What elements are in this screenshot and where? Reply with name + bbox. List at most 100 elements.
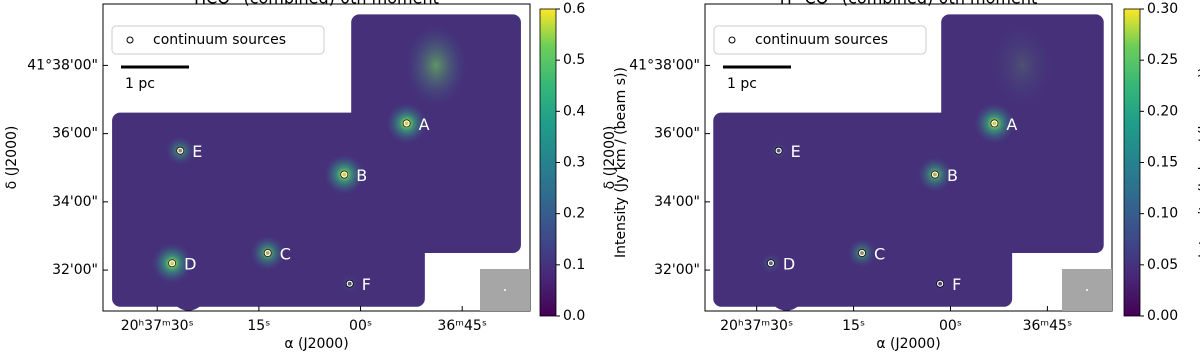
emission-blob xyxy=(152,243,193,284)
colorbar-tick-label: 0.00 xyxy=(1147,308,1178,324)
y-tick-label: 34'00" xyxy=(52,194,98,210)
legend-label: continuum sources xyxy=(755,32,888,48)
x-axis-label: α (J2000) xyxy=(284,336,348,351)
emission-blob xyxy=(932,276,948,292)
colorbar-tick-label: 0.4 xyxy=(563,103,585,119)
source-marker xyxy=(346,280,353,287)
emission-blob xyxy=(324,154,365,195)
map-texture xyxy=(992,25,1053,106)
y-tick-label: 36'00" xyxy=(654,126,700,142)
x-tick-label: 15ˢ xyxy=(842,318,865,334)
source-marker xyxy=(931,171,939,178)
y-axis-label: δ (J2000) xyxy=(602,126,618,190)
source-label: F xyxy=(952,275,961,294)
colorbar-label: Intensity (Jy km / (beam s)) xyxy=(1197,67,1200,258)
colorbar-tick-label: 0.3 xyxy=(563,155,585,171)
colorbar-tick-label: 0.20 xyxy=(1147,103,1178,119)
x-tick-label: 00ˢ xyxy=(349,318,372,334)
y-tick-label: 41°38'00" xyxy=(629,57,700,73)
source-marker-outline xyxy=(990,119,999,128)
source-marker xyxy=(937,280,944,287)
emission-blob xyxy=(250,235,285,271)
scale-bar-label: 1 pc xyxy=(727,76,757,92)
colorbar-tick-label: 0.2 xyxy=(563,206,585,222)
colorbar xyxy=(1123,8,1141,317)
source-marker-outline xyxy=(345,279,354,288)
plot-frame xyxy=(704,3,1113,312)
source-label: E xyxy=(192,142,202,161)
legend-box xyxy=(111,25,325,55)
y-tick-label: 41°38'00" xyxy=(27,57,98,73)
y-tick-label: 32'00" xyxy=(654,262,700,278)
source-marker xyxy=(264,249,271,257)
emission-blob xyxy=(917,157,953,192)
colorbar-tick-label: 0.05 xyxy=(1147,257,1178,273)
legend-box xyxy=(713,25,927,55)
legend-marker xyxy=(126,36,134,44)
emission-blob xyxy=(974,103,1015,144)
source-marker xyxy=(341,171,348,178)
source-marker-outline xyxy=(263,249,272,257)
map-footprint xyxy=(768,274,805,311)
map-footprint xyxy=(170,274,207,311)
source-label: E xyxy=(791,142,801,161)
beam xyxy=(504,289,506,291)
beam xyxy=(1086,289,1088,291)
source-marker-outline xyxy=(340,170,349,179)
source-marker xyxy=(991,120,998,127)
source-label: C xyxy=(280,245,291,264)
source-label: B xyxy=(356,166,367,185)
emission-blob xyxy=(386,103,427,144)
x-axis-label: α (J2000) xyxy=(876,336,940,351)
scale-bar-label: 1 pc xyxy=(125,76,155,92)
chart-title: H¹³CO⁺ (combined) 0th moment xyxy=(780,0,1038,8)
x-tick-label: 00ˢ xyxy=(939,318,962,334)
y-axis-label: δ (J2000) xyxy=(4,126,20,190)
source-marker-outline xyxy=(402,119,411,128)
legend-marker xyxy=(728,36,736,44)
source-marker xyxy=(767,260,774,267)
source-marker-outline xyxy=(858,249,866,257)
colorbar-tick-label: 0.25 xyxy=(1147,52,1178,68)
chart-title: HCO⁺ (combined) 0th moment xyxy=(194,0,439,8)
map-texture xyxy=(406,25,467,106)
legend-label: continuum sources xyxy=(153,32,286,48)
source-label: A xyxy=(1006,115,1017,134)
colorbar-tick-label: 0.30 xyxy=(1147,1,1178,17)
source-marker-outline xyxy=(931,170,939,179)
emission-blob xyxy=(760,253,782,274)
colorbar-tick-label: 0.15 xyxy=(1147,155,1178,171)
plot-frame xyxy=(102,3,531,312)
y-tick-label: 32'00" xyxy=(52,262,98,278)
colorbar-tick-label: 0.10 xyxy=(1147,206,1178,222)
colorbar-tick-label: 0.1 xyxy=(563,257,585,273)
x-tick-label: 20ʰ37ᵐ30ˢ xyxy=(720,318,793,334)
source-marker-outline xyxy=(168,259,177,268)
y-tick-label: 34'00" xyxy=(654,194,700,210)
emission-blob xyxy=(165,136,195,166)
source-marker xyxy=(169,260,176,267)
colorbar-tick-label: 0.6 xyxy=(563,1,585,17)
source-label: B xyxy=(947,166,958,185)
source-label: F xyxy=(362,275,371,294)
source-marker-outline xyxy=(176,146,185,155)
colorbar xyxy=(539,8,557,317)
source-marker xyxy=(403,120,410,127)
x-tick-label: 36ᵐ45ˢ xyxy=(437,318,487,334)
emission-blob xyxy=(769,141,788,160)
source-marker-outline xyxy=(936,279,945,288)
source-label: C xyxy=(874,245,885,264)
colorbar-tick-label: 0.0 xyxy=(563,308,585,324)
emission-blob xyxy=(340,274,359,293)
source-marker xyxy=(775,147,782,154)
x-tick-label: 36ᵐ45ˢ xyxy=(1023,318,1073,334)
emission-blob xyxy=(847,238,877,268)
colorbar-tick-label: 0.5 xyxy=(563,52,585,68)
source-marker xyxy=(858,249,866,257)
colorbar-label: Intensity (Jy km / (beam s)) xyxy=(613,67,629,258)
source-label: D xyxy=(184,255,196,274)
x-tick-label: 15ˢ xyxy=(247,318,270,334)
y-tick-label: 36'00" xyxy=(52,126,98,142)
source-marker xyxy=(177,147,184,154)
